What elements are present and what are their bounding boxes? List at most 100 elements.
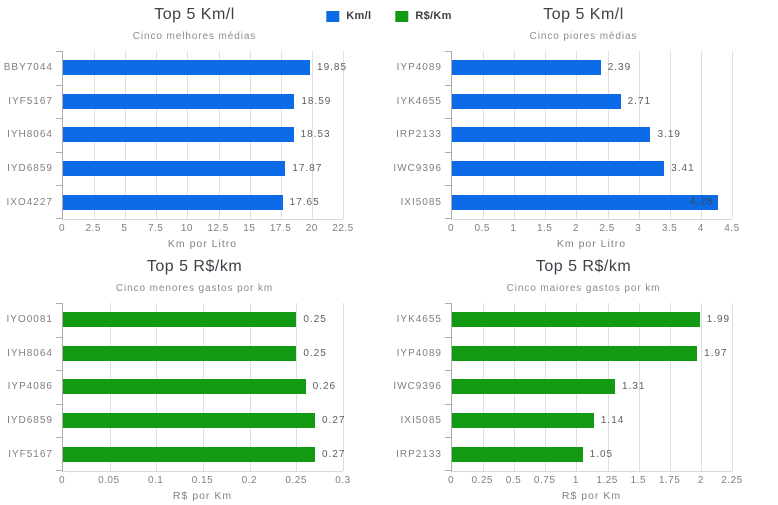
bar-IYH8064[interactable] (63, 127, 294, 143)
bar-IYH8064[interactable] (63, 345, 297, 361)
x-axis-tick: 4 (697, 223, 704, 234)
bar-value-label: 19.85 (317, 62, 348, 74)
bar-IRP2133[interactable] (452, 127, 651, 143)
bar-IWC9396[interactable] (452, 161, 665, 177)
gridline (669, 51, 671, 219)
chart-subtitle: Cinco maiores gastos por km (506, 283, 661, 294)
x-axis-tick: 2.5 (599, 223, 615, 234)
plot-wrap: BBY7044 IYF5167 IYH8064 IYD6859 IXO4227 19.8… (4, 51, 346, 220)
bar-IYP4089[interactable] (452, 345, 698, 361)
bar-IYF5167[interactable] (63, 446, 315, 462)
x-axis-tick: 1.5 (536, 223, 553, 234)
y-axis-tick (445, 303, 451, 304)
y-axis-label: IYP4089 (396, 347, 442, 359)
y-axis-tick (445, 151, 451, 153)
chart-title: Top 5 R$/km (535, 258, 632, 275)
bar-row: 18.59 (63, 85, 343, 119)
bar-IYK4655[interactable] (452, 312, 700, 328)
y-axis-tick (445, 403, 451, 405)
legend-label: Km/l (346, 10, 372, 22)
x-axis-tick: 0.25 (471, 475, 493, 486)
bar-IYD6859[interactable] (63, 413, 315, 429)
bar-value-label: 1.97 (704, 347, 728, 359)
gridline (311, 51, 313, 219)
bar-row: 0.25 (63, 337, 343, 371)
bar-row: 0.27 (63, 404, 346, 438)
bar-IYF5167[interactable] (63, 93, 295, 109)
bar-IXI5085[interactable] (452, 413, 594, 429)
x-axis-ticks: 0 2.5 5 7.5 10 12.5 15 17.5 20 22.5 (59, 223, 353, 236)
bar-IXO4227[interactable] (63, 194, 283, 210)
y-axis-label: IYK4655 (396, 95, 442, 107)
y-axis-tick (56, 84, 62, 86)
bar-IXI5085[interactable]: 4.28 (452, 194, 719, 210)
legend-label: R$/Km (415, 10, 452, 22)
y-axis-label: IRP2133 (396, 448, 442, 460)
bar-IYP4086[interactable] (63, 379, 306, 395)
bar-IYD6859[interactable] (63, 161, 286, 177)
plot-wrap: IYP4089 IYK4655 IRP2133 IWC9396 IXI5085 2.39… (393, 51, 733, 220)
y-axis-labels: IYK4655 IYP4089 IWC9396 IXI5085 IRP2133 (393, 303, 451, 472)
x-axis-ticks: 0 0.05 0.1 0.15 0.2 0.25 0.3 (58, 475, 350, 488)
y-axis-tick (445, 185, 451, 187)
bar-value-label: 17.87 (292, 163, 323, 175)
bar-BBY7044[interactable] (63, 60, 311, 76)
y-axis-tick (56, 185, 62, 187)
bar-IYK4655[interactable] (452, 93, 621, 109)
chart-title: Top 5 Km/l (543, 6, 624, 23)
bar-value-label: 4.28 (689, 196, 714, 208)
plot-wrap: IYO0081 IYH8064 IYP4086 IYD6859 IYF5167 0.25… (4, 303, 346, 472)
bar-value-label: 0.27 (322, 448, 346, 460)
x-axis-tick: 0.2 (241, 475, 258, 486)
chart-subtitle: Cinco menores gastos por km (115, 283, 274, 294)
y-axis-tick (56, 470, 62, 471)
chart-subtitle: Cinco piores médias (529, 31, 638, 42)
bar-row: 2.39 (452, 51, 732, 85)
bar-value-label: 18.59 (301, 95, 332, 107)
bar-IYP4089[interactable] (452, 60, 601, 76)
x-axis-tick: 1.5 (630, 475, 647, 486)
x-axis-tick: 20 (305, 223, 318, 234)
legend-item-kml-series[interactable]: Km/l (326, 10, 371, 22)
x-axis-tick: 0 (58, 475, 66, 486)
x-axis-tick: 2 (572, 223, 579, 234)
x-axis-tick: 0.75 (533, 475, 556, 486)
x-axis-tick: 22.5 (332, 223, 354, 234)
gridline (343, 303, 344, 471)
x-axis-tick: 2.25 (721, 475, 743, 486)
bar-value-label: 1.99 (706, 314, 731, 326)
bar-value-label: 0.27 (322, 415, 346, 427)
y-axis-labels: BBY7044 IYF5167 IYH8064 IYD6859 IXO4227 (4, 51, 62, 220)
bar-value-label: 0.25 (303, 314, 327, 326)
chart-title: Top 5 Km/l (154, 6, 235, 23)
y-axis-tick (56, 336, 62, 338)
x-axis-tick: 0.1 (147, 475, 164, 486)
y-axis-label: IXI5085 (400, 415, 442, 427)
bar-row: 0.26 (63, 370, 343, 404)
y-axis-tick (56, 151, 62, 153)
x-axis-tick: 5 (121, 223, 128, 234)
bar-row: 3.41 (452, 152, 732, 186)
chart-subtitle: Cinco melhores médias (132, 31, 257, 42)
y-axis-tick (445, 84, 451, 86)
bar-IWC9396[interactable] (452, 379, 616, 395)
y-axis-label: IWC9396 (393, 381, 442, 393)
x-axis-tick: 1 (510, 223, 517, 234)
y-axis-label: IRP2133 (396, 129, 442, 141)
y-axis-label: BBY7044 (3, 62, 53, 74)
y-axis-label: IYD6859 (7, 163, 53, 175)
bar-IRP2133[interactable] (452, 446, 583, 462)
x-axis-tick: 0 (447, 475, 455, 486)
bar-row: 0.27 (63, 437, 346, 471)
gridline (732, 303, 733, 471)
y-axis-label: IYP4089 (396, 62, 442, 74)
y-axis-tick (445, 370, 451, 372)
bar-IYO0081[interactable] (63, 312, 297, 328)
x-axis-title: Km por Litro (167, 238, 238, 250)
legend-item-rskm-series[interactable]: R$/Km (395, 10, 451, 22)
x-axis-tick: 4.5 (724, 223, 740, 234)
bar-row: 19.85 (63, 51, 346, 85)
bar-row: 1.14 (452, 404, 732, 438)
y-axis-tick (445, 118, 451, 120)
